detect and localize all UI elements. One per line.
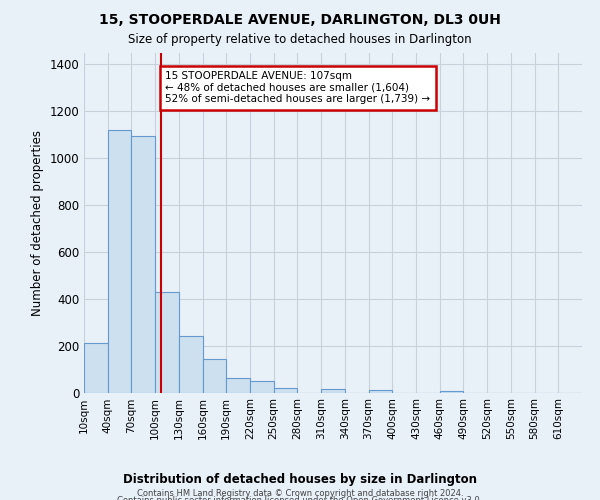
Bar: [179, 336, 203, 392]
Bar: [368, 390, 392, 392]
Bar: [108, 130, 131, 392]
Bar: [250, 382, 274, 392]
Text: Distribution of detached houses by size in Darlington: Distribution of detached houses by size …: [123, 472, 477, 486]
Text: Contains public sector information licensed under the Open Government Licence v3: Contains public sector information licen…: [118, 496, 482, 500]
Bar: [440, 390, 463, 392]
Text: Contains HM Land Registry data © Crown copyright and database right 2024.: Contains HM Land Registry data © Crown c…: [137, 489, 463, 498]
Text: 15, STOOPERDALE AVENUE, DARLINGTON, DL3 0UH: 15, STOOPERDALE AVENUE, DARLINGTON, DL3 …: [99, 12, 501, 26]
Y-axis label: Number of detached properties: Number of detached properties: [31, 130, 44, 316]
Bar: [84, 344, 108, 392]
Bar: [131, 136, 155, 392]
Text: Size of property relative to detached houses in Darlington: Size of property relative to detached ho…: [128, 32, 472, 46]
Bar: [321, 389, 345, 392]
Text: 15 STOOPERDALE AVENUE: 107sqm
← 48% of detached houses are smaller (1,604)
52% o: 15 STOOPERDALE AVENUE: 107sqm ← 48% of d…: [166, 72, 431, 104]
Bar: [203, 359, 226, 392]
Bar: [274, 388, 298, 392]
Bar: [155, 292, 179, 392]
Bar: [226, 378, 250, 392]
